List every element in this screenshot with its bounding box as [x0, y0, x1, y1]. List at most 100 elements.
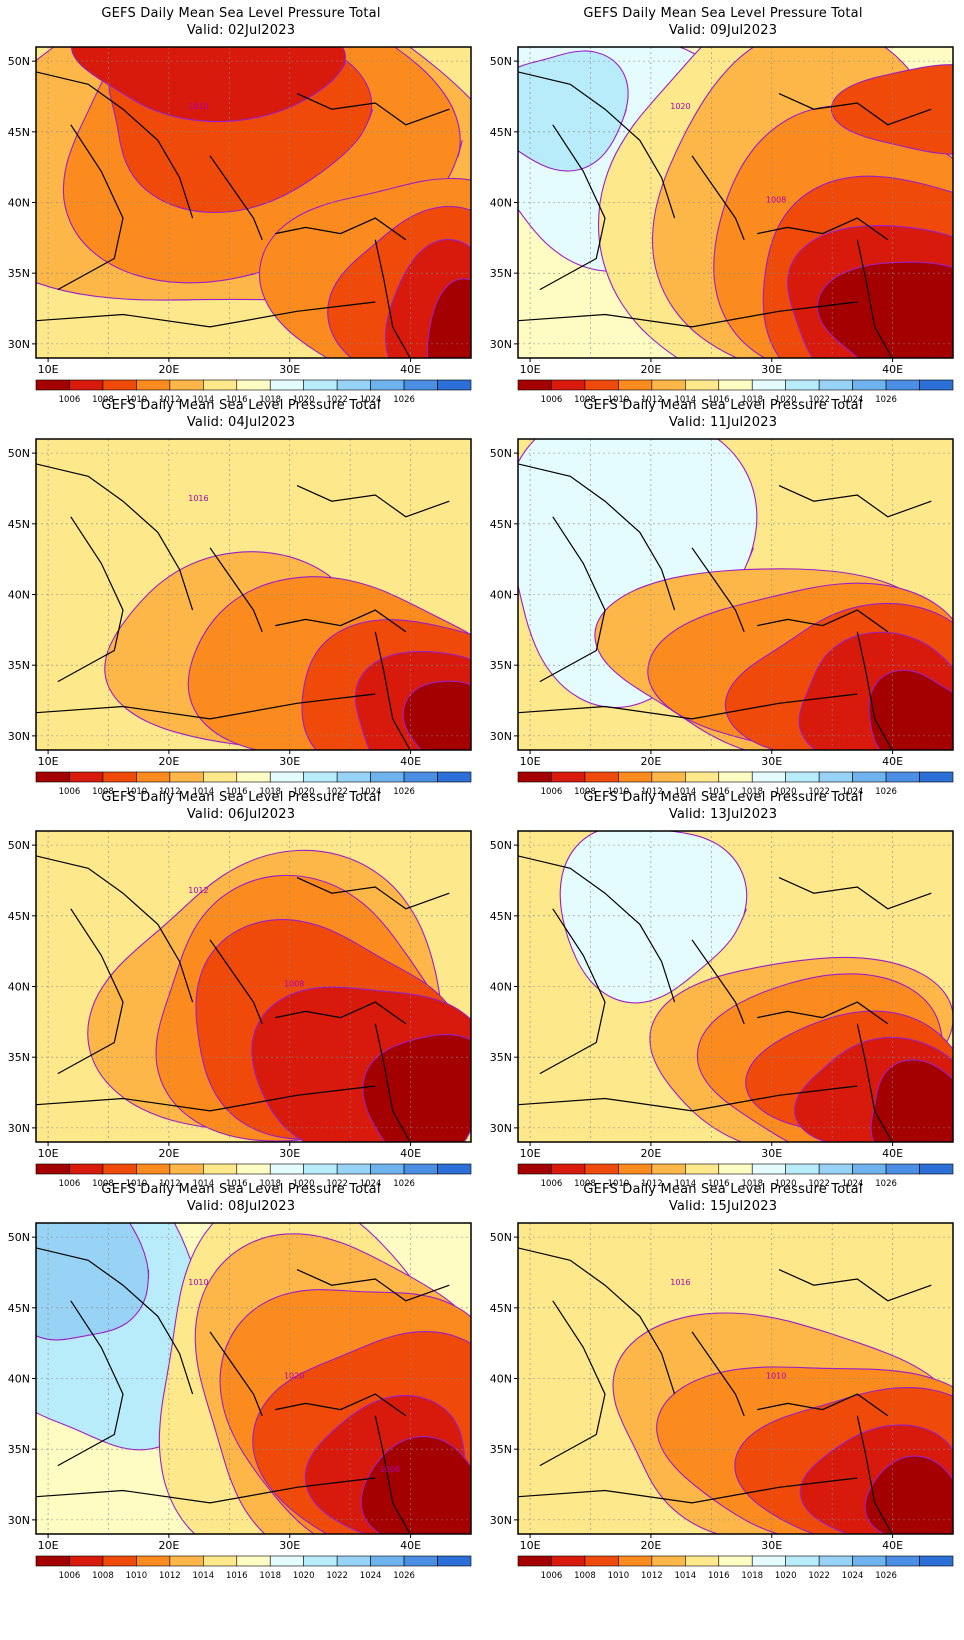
coastline	[856, 1415, 893, 1534]
colorbar-label: 1024	[360, 395, 382, 405]
colorbar-label: 1014	[674, 787, 696, 797]
colorbar-swatch	[169, 771, 204, 783]
lat-tick-label: 30N	[8, 338, 30, 351]
colorbar-label: 1008	[574, 787, 596, 797]
colorbar-label: 1016	[226, 1179, 248, 1189]
colorbar-label: 1012	[641, 787, 663, 797]
coastline	[539, 1300, 606, 1467]
lat-tick-label: 30N	[8, 1122, 30, 1135]
coastline	[209, 1331, 263, 1417]
coastline	[296, 1269, 450, 1302]
lat-tick-label: 35N	[8, 1051, 30, 1064]
colorbar-swatch	[303, 771, 338, 783]
colorbar-swatch	[584, 379, 619, 391]
lat-tick-label: 30N	[490, 1122, 512, 1135]
colorbar-swatch	[203, 1163, 238, 1175]
colorbar-label: 1006	[59, 1179, 81, 1189]
colorbar-swatch	[885, 771, 920, 783]
lon-tick-label: 30E	[761, 1539, 782, 1551]
colorbar-label: 1016	[226, 787, 248, 797]
lon-tick-label: 10E	[520, 1539, 541, 1551]
coastline	[518, 1085, 858, 1112]
colorbar-swatch	[269, 1555, 304, 1567]
colorbar-swatch	[584, 1555, 619, 1567]
colorbar-swatch	[336, 771, 371, 783]
colorbar-label: 1010	[126, 1571, 148, 1581]
colorbar-swatch	[785, 771, 820, 783]
coastline	[209, 547, 263, 633]
map-panel-4: GEFS Daily Mean Sea Level Pressure Total…	[482, 392, 964, 802]
coastlines	[36, 855, 450, 1142]
lat-tick-label: 45N	[490, 910, 512, 923]
colorbar-swatch	[517, 1555, 552, 1567]
colorbar-label: 1010	[126, 395, 148, 405]
lon-tick-label: 30E	[761, 363, 782, 375]
colorbar-swatch	[618, 379, 653, 391]
pressure-band	[36, 1223, 150, 1341]
panel-valid-date: Valid: 13Jul2023	[668, 807, 778, 822]
lat-tick-label: 45N	[490, 1302, 512, 1315]
pressure-map: 30N 35N 40N 45N 50N 10E 20E 30E 40E	[490, 830, 954, 1159]
colorbar-swatch	[336, 1555, 371, 1567]
lon-tick-label: 10E	[38, 755, 59, 767]
colorbar-label: 1018	[259, 1179, 281, 1189]
colorbar-label: 1018	[741, 1179, 763, 1189]
lat-tick-label: 40N	[490, 197, 512, 210]
isoline-label: 1008	[380, 1465, 400, 1474]
coastline	[539, 908, 606, 1075]
lon-tick-label: 40E	[882, 1539, 903, 1551]
pressure-band	[816, 261, 953, 358]
lon-tick-label: 10E	[520, 363, 541, 375]
colorbar-label: 1010	[608, 395, 630, 405]
coastline	[856, 239, 893, 358]
lat-tick-label: 40N	[490, 1373, 512, 1386]
lat-tick-label: 50N	[8, 55, 30, 68]
colorbar: 1006 1008 1010 1012 1014 1016 1018 1020 1022 1024…	[35, 1555, 472, 1581]
coastline	[275, 217, 407, 241]
colorbar-swatch	[618, 1163, 653, 1175]
colorbar-label: 1026	[875, 1571, 897, 1581]
colorbar-swatch	[718, 771, 753, 783]
coastline	[778, 485, 932, 518]
lat-tick-label: 50N	[8, 1231, 30, 1244]
coastline	[57, 516, 124, 683]
colorbar-label: 1014	[674, 395, 696, 405]
lon-tick-label: 40E	[882, 1147, 903, 1159]
panel-valid-date: Valid: 04Jul2023	[186, 415, 296, 430]
colorbar-swatch	[136, 1163, 171, 1175]
colorbar-label: 1022	[808, 1571, 830, 1581]
colorbar-swatch	[718, 1555, 753, 1567]
coastline	[296, 93, 450, 126]
colorbar-swatch	[885, 1555, 920, 1567]
lat-tick-label: 45N	[490, 126, 512, 139]
colorbar-swatch	[551, 379, 586, 391]
gridlines	[518, 47, 953, 358]
coastline	[374, 631, 411, 750]
pressure-band	[518, 50, 629, 172]
colorbar-swatch	[169, 379, 204, 391]
coastlines	[518, 855, 932, 1142]
colorbar-label: 1008	[92, 1179, 114, 1189]
colorbar-swatch	[517, 379, 552, 391]
colorbar-swatch	[236, 1555, 271, 1567]
colorbar-label: 1016	[708, 1179, 730, 1189]
contour-fills	[518, 831, 953, 1142]
colorbar-label: 1026	[393, 787, 415, 797]
colorbar-swatch	[102, 379, 137, 391]
coastline	[778, 877, 932, 910]
colorbar-label: 1008	[574, 1179, 596, 1189]
coastline	[757, 217, 889, 241]
lon-tick-label: 20E	[158, 363, 179, 375]
colorbar-label: 1008	[92, 1571, 114, 1581]
colorbar-swatch	[35, 771, 70, 783]
colorbar-label: 1012	[159, 395, 181, 405]
panel-title: GEFS Daily Mean Sea Level Pressure Total	[583, 398, 863, 413]
coastline	[856, 1023, 893, 1142]
colorbar-swatch	[685, 771, 720, 783]
colorbar-swatch	[885, 379, 920, 391]
colorbar-swatch	[785, 1163, 820, 1175]
colorbar: 1006 1008 1010 1012 1014 1016 1018 1020 1022 1024…	[35, 379, 472, 405]
colorbar-label: 1010	[126, 787, 148, 797]
colorbar-swatch	[403, 771, 438, 783]
colorbar-label: 1022	[326, 1571, 348, 1581]
